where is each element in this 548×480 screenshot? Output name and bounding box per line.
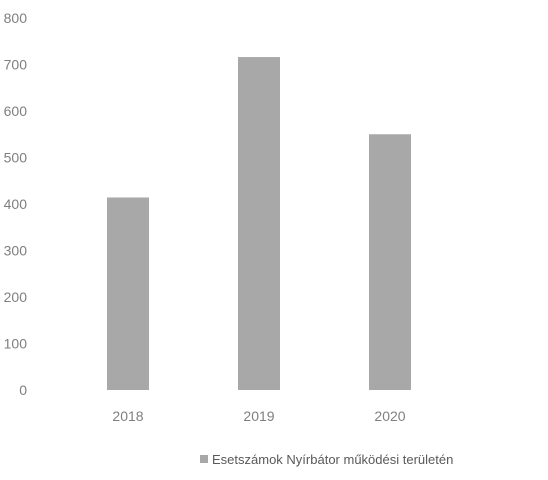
y-tick-label: 500 (4, 150, 28, 166)
legend-label: Esetszámok Nyírbátor működési területén (212, 452, 453, 467)
y-tick-label: 700 (4, 57, 28, 73)
bar-2020 (369, 134, 411, 390)
x-tick-label: 2019 (243, 408, 274, 424)
x-tick-label: 2018 (112, 408, 143, 424)
y-tick-label: 0 (19, 382, 27, 398)
y-tick-label: 600 (4, 103, 28, 119)
y-axis-ticks: 0 100 200 300 400 500 600 700 800 (4, 10, 28, 398)
y-tick-label: 800 (4, 10, 28, 26)
bar-2018 (107, 197, 149, 390)
x-tick-label: 2020 (374, 408, 405, 424)
y-tick-label: 200 (4, 289, 28, 305)
x-axis-ticks: 2018 2019 2020 (112, 408, 405, 424)
bar-2019 (238, 57, 280, 391)
y-tick-label: 100 (4, 336, 28, 352)
bar-series (107, 57, 411, 391)
legend: Esetszámok Nyírbátor működési területén (200, 452, 453, 467)
legend-swatch (200, 455, 208, 463)
y-tick-label: 400 (4, 196, 28, 212)
y-tick-label: 300 (4, 243, 28, 259)
